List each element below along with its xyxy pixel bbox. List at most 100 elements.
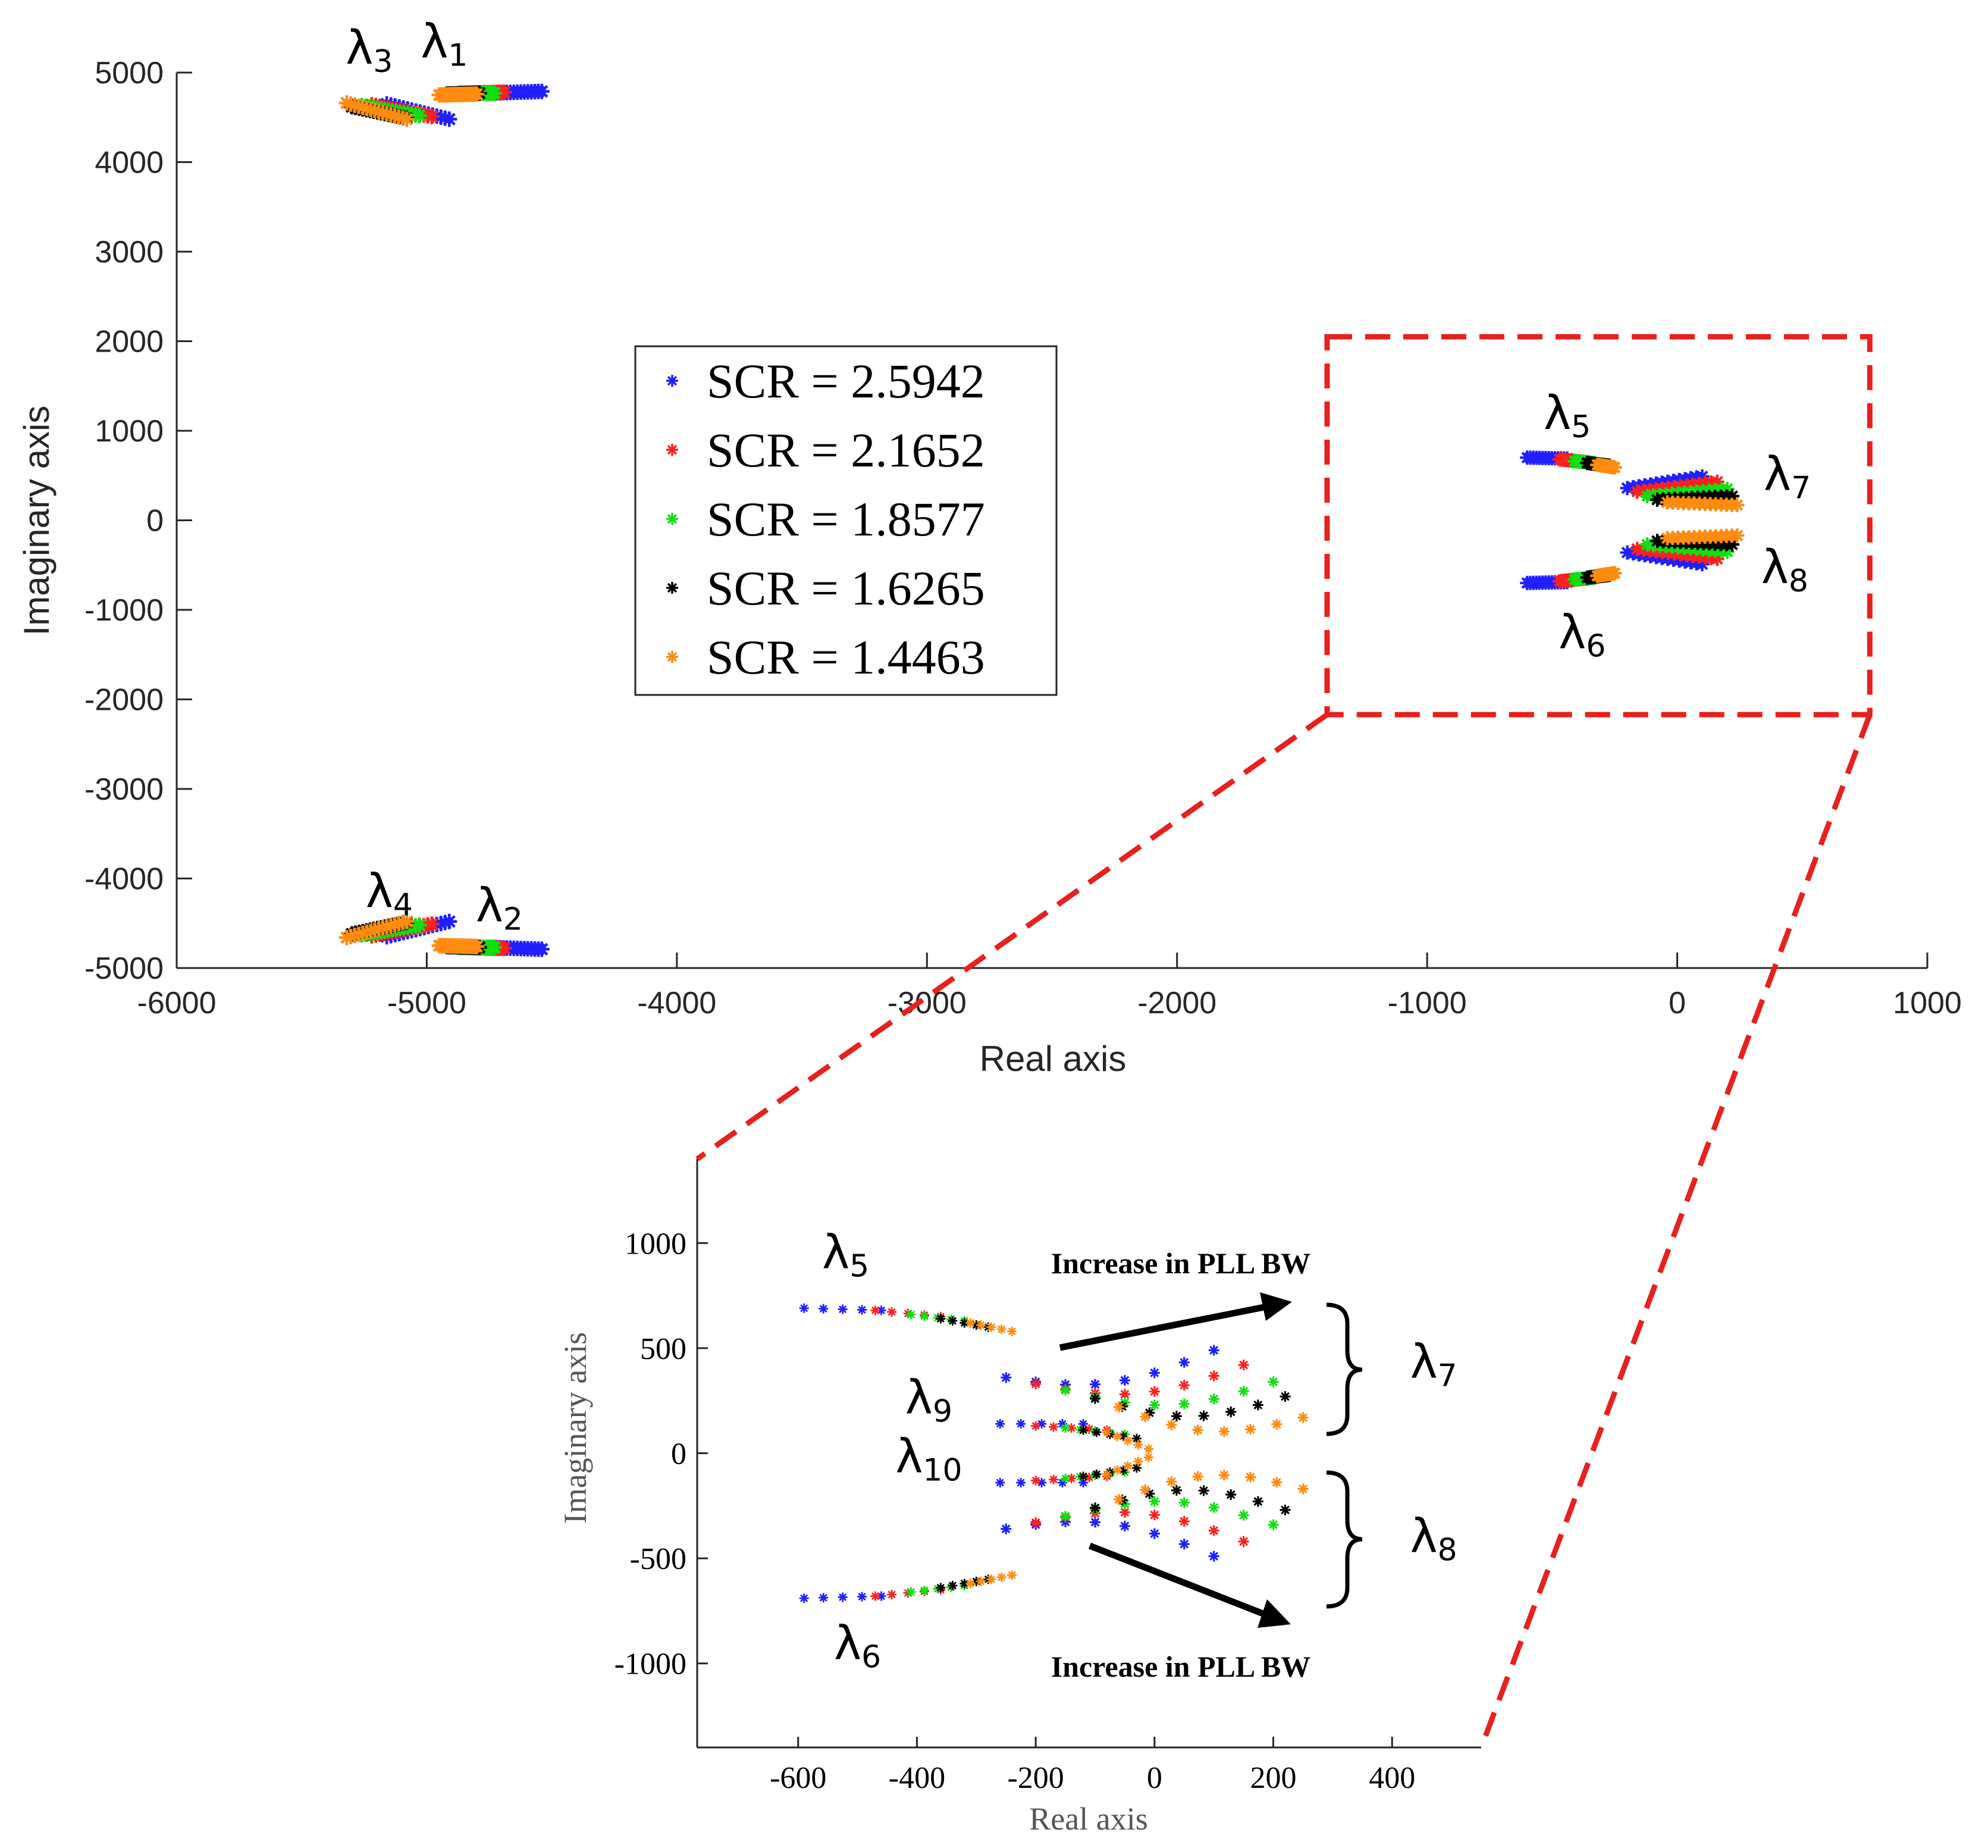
inset-point — [919, 1585, 929, 1595]
legend-box — [634, 345, 1058, 696]
annotation-top: Increase in PLL BW — [1051, 1246, 1311, 1280]
main-point — [1725, 488, 1740, 503]
inset-point — [819, 1304, 829, 1314]
inset-point — [1133, 1457, 1143, 1467]
main-point — [469, 938, 485, 954]
inset-point — [1031, 1421, 1041, 1431]
inset-point — [1218, 1426, 1230, 1437]
inset-point — [1268, 1519, 1279, 1530]
inset-point — [1092, 1469, 1102, 1479]
main-y-tick-label: 1000 — [95, 414, 164, 449]
inset-point — [1225, 1489, 1237, 1500]
inset-point — [870, 1305, 880, 1315]
main-point — [411, 108, 427, 124]
main-chart: -6000 -5000 -4000 -3000 -2000 -1000 0 1000-5000… — [17, 15, 1962, 1079]
brace-lambda8 — [1326, 1470, 1363, 1609]
main-y-tick-label: 4000 — [95, 146, 164, 180]
inset-point — [799, 1593, 809, 1603]
inset-point — [1089, 1393, 1100, 1404]
inset-x-tick-label: -600 — [770, 1761, 826, 1795]
inset-point — [976, 1320, 986, 1330]
main-point — [1695, 469, 1710, 484]
eigen-label-8: λ8 — [1761, 541, 1808, 599]
inset-y-tick-label: 500 — [640, 1332, 686, 1366]
inset-point — [1238, 1386, 1249, 1397]
inset-point — [1225, 1407, 1237, 1417]
eigen-label-6: λ6 — [1559, 606, 1606, 665]
inset-x-tick-label: 0 — [1147, 1761, 1162, 1795]
eigen-label-2: λ2 — [476, 879, 523, 938]
inset-point — [870, 1591, 880, 1601]
inset-point — [1092, 1427, 1102, 1437]
inset-point — [1058, 1477, 1068, 1487]
main-x-axis-label: Real axis — [980, 1039, 1127, 1079]
inset-point — [959, 1578, 970, 1589]
main-y-tick-label: 2000 — [95, 325, 164, 359]
main-point — [399, 913, 415, 929]
inset-point — [1061, 1473, 1071, 1483]
eigen-label-1: λ1 — [421, 15, 468, 73]
main-point — [486, 85, 502, 101]
annotation-bottom: Increase in PLL BW — [1051, 1650, 1311, 1683]
main-y-tick-label: 3000 — [95, 235, 164, 270]
inset-point — [1178, 1539, 1190, 1550]
main-point — [496, 84, 512, 101]
inset-point — [1119, 1397, 1130, 1408]
eigen-label-5: λ5 — [1544, 387, 1591, 445]
inset-point — [1178, 1357, 1190, 1368]
inset-eigen-label-10: λ10 — [895, 1430, 962, 1488]
inset-point — [936, 1583, 946, 1593]
inset-point — [1112, 1465, 1122, 1475]
inset-point — [1143, 1452, 1153, 1462]
inset-point — [996, 1324, 1006, 1335]
inset-point — [887, 1590, 896, 1600]
inset-point — [995, 1419, 1005, 1429]
inset-point — [903, 1588, 913, 1598]
inset-point — [1144, 1407, 1155, 1418]
inset-point — [1238, 1509, 1249, 1521]
main-x-tick-label: 0 — [1669, 986, 1686, 1020]
inset-point — [1171, 1411, 1182, 1422]
main-point — [1710, 474, 1724, 489]
inset-point — [1133, 1440, 1143, 1450]
legend: SCR = 2.5942 SCR = 2.1652 SCR = 1.8577 SCR … — [634, 345, 1058, 696]
inset-point — [1166, 1419, 1177, 1430]
main-point — [1730, 528, 1745, 543]
inset-y-axis-label: Imaginary axis — [557, 1332, 593, 1524]
inset-point — [903, 1308, 913, 1318]
main-x-tick-label: -1000 — [1388, 986, 1467, 1020]
inset-point — [1149, 1386, 1160, 1397]
inset-point — [1208, 1345, 1219, 1356]
inset-point — [1061, 1423, 1071, 1433]
main-point — [1720, 481, 1735, 496]
main-x-tick-label: -3000 — [888, 986, 967, 1020]
inset-eigen-label-7: λ7 — [1410, 1335, 1457, 1393]
main-y-tick-label: 0 — [146, 504, 164, 538]
zoom-region-box — [1324, 334, 1873, 718]
legend-entry: SCR = 2.5942 — [707, 354, 985, 408]
inset-point — [857, 1305, 867, 1315]
legend-marker — [666, 582, 678, 594]
main-point — [496, 940, 512, 956]
main-point — [441, 111, 457, 127]
inset-points — [799, 1303, 1309, 1603]
inset-point — [1078, 1419, 1089, 1429]
inset-point — [1238, 1360, 1249, 1371]
inset-point — [887, 1307, 896, 1317]
inset-point — [986, 1574, 996, 1584]
main-x-tick-label: -2000 — [1137, 986, 1216, 1020]
inset-point — [1119, 1375, 1130, 1386]
main-point — [1725, 537, 1740, 552]
inset-point — [1208, 1393, 1219, 1405]
inset-point — [819, 1593, 829, 1603]
main-y-tick-label: -3000 — [84, 772, 164, 807]
inset-y-tick-label: 0 — [671, 1437, 686, 1471]
inset-point — [1102, 1427, 1112, 1437]
inset-point — [1084, 1473, 1094, 1483]
inset-point — [965, 1578, 976, 1589]
inset-point — [1058, 1419, 1068, 1429]
inset-point — [1089, 1502, 1100, 1514]
eigen-label-7: λ7 — [1764, 447, 1811, 506]
inset-y-tick-label: 1000 — [625, 1227, 686, 1261]
